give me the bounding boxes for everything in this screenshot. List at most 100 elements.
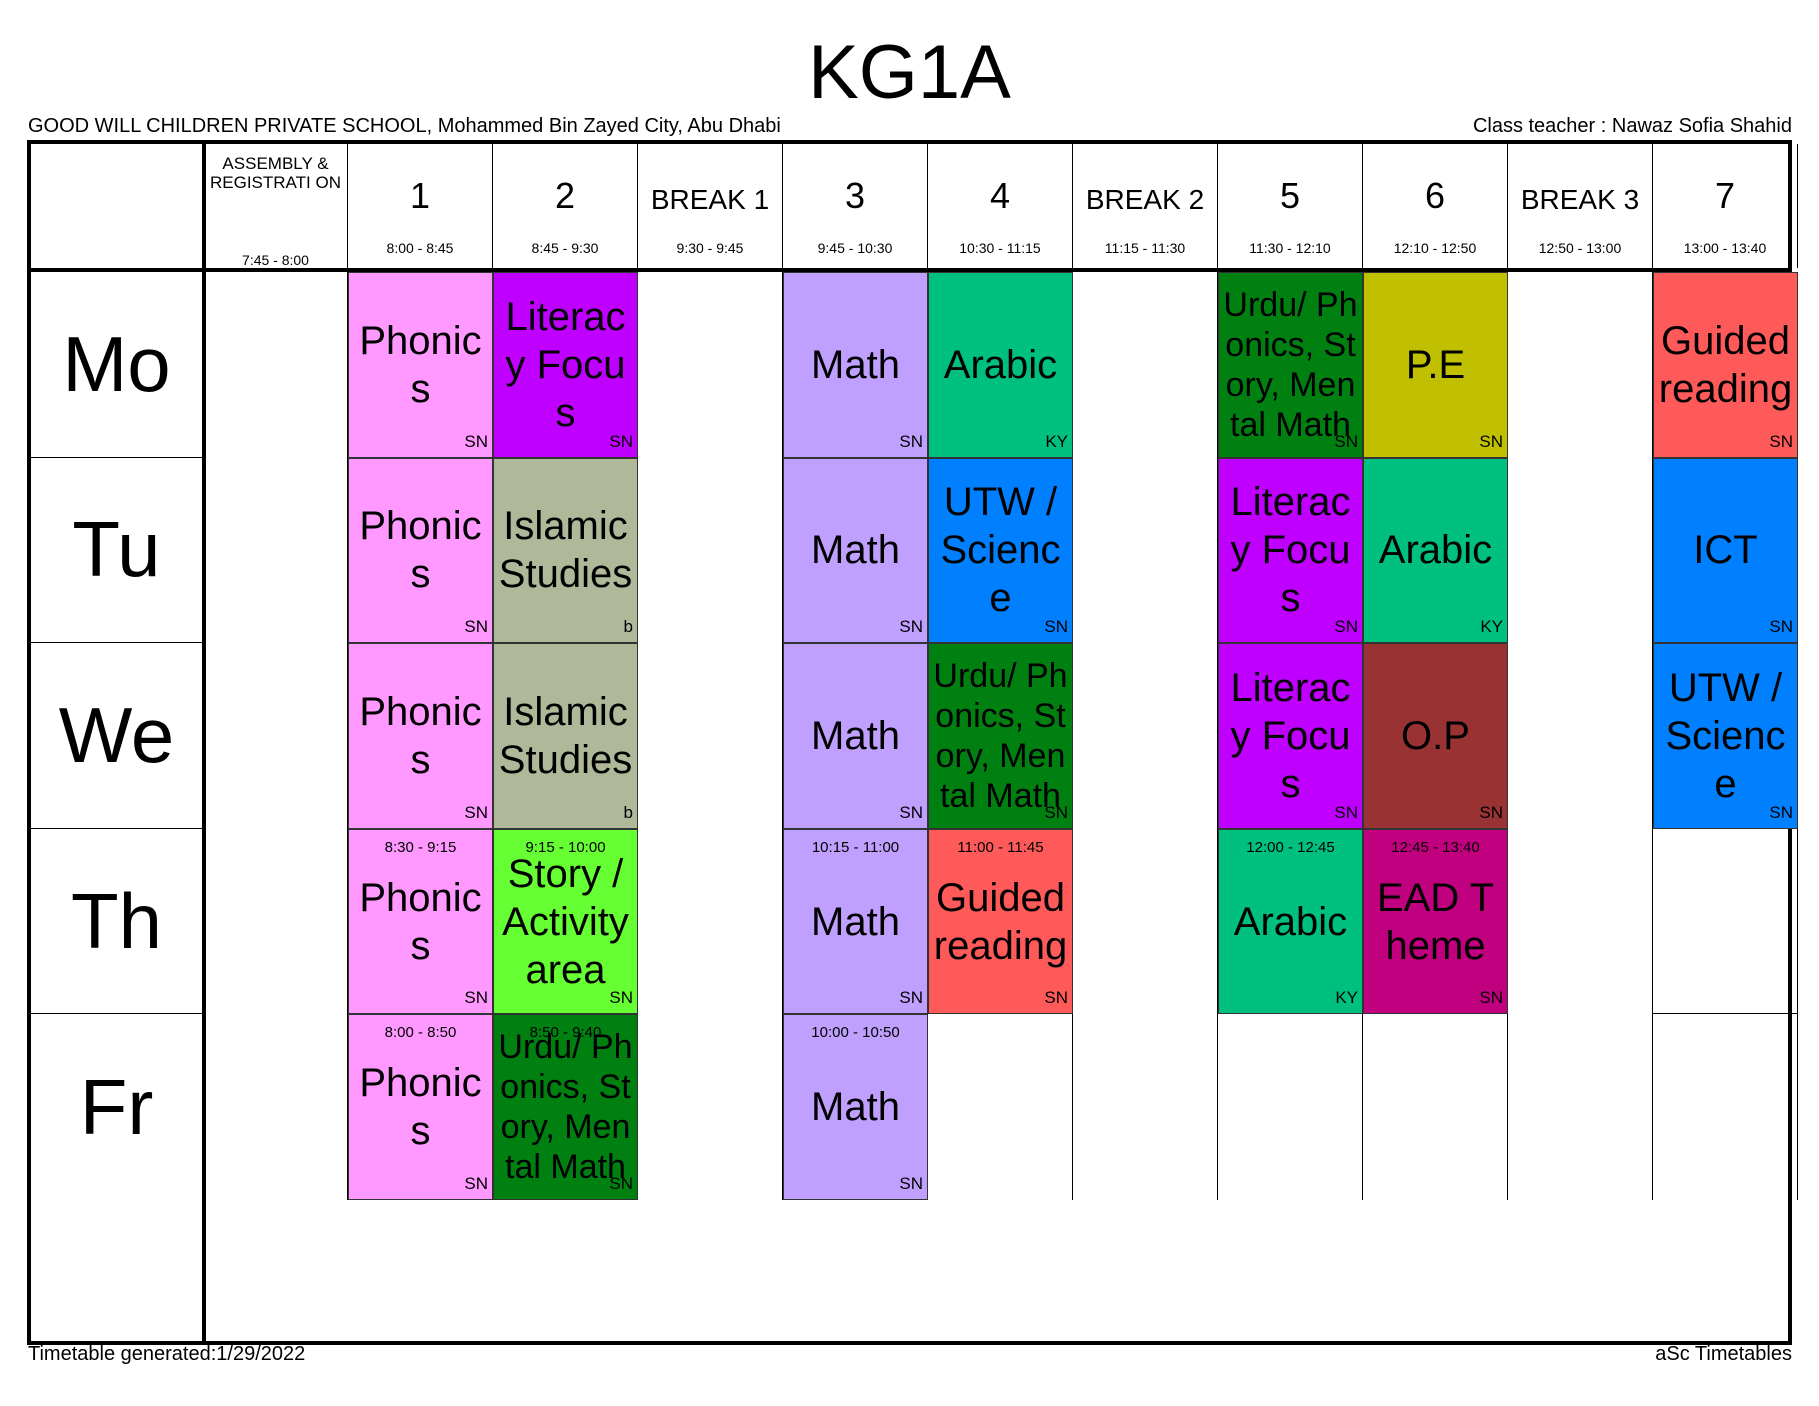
day-column-divider xyxy=(202,144,206,1341)
column-header-period-4: 4 10:30 - 11:15 xyxy=(928,144,1073,268)
lesson-card[interactable]: Islamic Studies b xyxy=(493,457,638,644)
empty-slot xyxy=(1073,643,1218,829)
lesson-teacher: SN xyxy=(1769,802,1793,822)
column-header-break-2: BREAK 2 11:15 - 11:30 xyxy=(1073,144,1218,268)
lesson-subject: Islamic Studies xyxy=(498,504,633,597)
column-time: 11:30 - 12:10 xyxy=(1249,240,1331,256)
column-header-assembly-registrati-on: ASSEMBLY & REGISTRATI ON 7:45 - 8:00 xyxy=(204,144,348,268)
lesson-subject: Arabic xyxy=(1233,899,1348,944)
lesson-teacher: SN xyxy=(464,988,488,1008)
column-label: 5 xyxy=(1279,175,1301,216)
lesson-subject: Phonics xyxy=(359,689,482,782)
lesson-teacher: SN xyxy=(609,988,633,1008)
lesson-card[interactable]: 11:00 - 11:45 Guided reading SN xyxy=(928,828,1073,1015)
lesson-teacher: KY xyxy=(1480,617,1503,637)
lesson-teacher: SN xyxy=(1334,617,1358,637)
empty-slot xyxy=(638,1014,783,1200)
lesson-subject: UTW / Science xyxy=(1665,665,1786,806)
lesson-card[interactable]: Phonics SN xyxy=(348,272,493,458)
column-time: 11:15 - 11:30 xyxy=(1104,240,1186,256)
lesson-subject: Phonics xyxy=(359,875,482,968)
lesson-card[interactable]: Islamic Studies b xyxy=(493,643,638,829)
lesson-teacher: SN xyxy=(1769,431,1793,451)
lesson-card[interactable]: Urdu/ Phonics, Story, Mental Math SN xyxy=(1218,272,1363,458)
empty-slot xyxy=(1508,457,1653,644)
lesson-card[interactable]: Math SN xyxy=(783,457,928,644)
lesson-subject: Math xyxy=(811,713,900,758)
lesson-card[interactable]: Literacy Focus SN xyxy=(493,272,638,458)
empty-slot xyxy=(1363,1014,1508,1200)
day-label-fr: Fr xyxy=(79,1062,154,1151)
empty-slot xyxy=(1508,272,1653,458)
lesson-card[interactable]: UTW / Science SN xyxy=(928,457,1073,644)
lesson-teacher: SN xyxy=(464,802,488,822)
lesson-subject: Phonics xyxy=(359,504,482,597)
lesson-time: 11:00 - 11:45 xyxy=(957,838,1044,856)
lesson-card[interactable]: 9:15 - 10:00 Story / Activity area SN xyxy=(493,828,638,1015)
column-label: BREAK 3 xyxy=(1520,184,1640,215)
lesson-teacher: KY xyxy=(1335,988,1358,1008)
lesson-card[interactable]: Phonics SN xyxy=(348,457,493,644)
lesson-subject: Arabic xyxy=(1378,528,1493,573)
lesson-teacher: SN xyxy=(609,1173,633,1193)
lesson-subject: UTW / Science xyxy=(940,480,1061,621)
lesson-teacher: SN xyxy=(899,802,923,822)
column-time: 8:00 - 8:45 xyxy=(386,240,454,256)
lesson-teacher: SN xyxy=(899,988,923,1008)
lesson-card[interactable]: Phonics SN xyxy=(348,643,493,829)
empty-slot xyxy=(638,643,783,829)
lesson-card[interactable]: Literacy Focus SN xyxy=(1218,643,1363,829)
lesson-subject: Literacy Focus xyxy=(505,294,626,435)
empty-slot xyxy=(638,272,783,458)
lesson-teacher: SN xyxy=(464,431,488,451)
column-time: 10:30 - 11:15 xyxy=(959,240,1041,256)
lesson-time: 10:15 - 11:00 xyxy=(811,838,900,856)
lesson-subject: Urdu/ Phonics, Story, Mental Math xyxy=(1223,285,1358,444)
lesson-teacher: SN xyxy=(464,617,488,637)
column-time: 13:00 - 13:40 xyxy=(1683,240,1767,256)
lesson-subject: EAD Theme xyxy=(1376,875,1495,968)
lesson-card[interactable]: 10:00 - 10:50 Math SN xyxy=(783,1014,928,1200)
column-label: 1 xyxy=(409,175,431,216)
column-time: 12:10 - 12:50 xyxy=(1393,240,1477,256)
lesson-card[interactable]: UTW / Science SN xyxy=(1653,643,1798,829)
lesson-card[interactable]: O.P SN xyxy=(1363,643,1508,829)
lesson-card[interactable]: ICT SN xyxy=(1653,457,1798,644)
lesson-card[interactable]: Math SN xyxy=(783,272,928,458)
lesson-card[interactable]: 12:00 - 12:45 Arabic KY xyxy=(1218,828,1363,1015)
lesson-card[interactable]: 8:50 - 9:40 Urdu/ Phonics, Story, Mental … xyxy=(493,1014,638,1200)
empty-slot xyxy=(1508,828,1653,1015)
lesson-time: 12:45 - 13:40 xyxy=(1391,838,1480,856)
lesson-subject: Math xyxy=(811,1085,900,1130)
column-header-break-3: BREAK 3 12:50 - 13:00 xyxy=(1508,144,1653,268)
lesson-card[interactable]: 10:15 - 11:00 Math SN xyxy=(783,828,928,1015)
lesson-card[interactable]: Guided reading SN xyxy=(1653,272,1798,458)
lesson-card[interactable]: P.E SN xyxy=(1363,272,1508,458)
lesson-card[interactable]: Math SN xyxy=(783,643,928,829)
column-label: BREAK 2 xyxy=(1085,184,1205,215)
empty-slot xyxy=(1073,828,1218,1015)
lesson-card[interactable]: 8:00 - 8:50 Phonics SN xyxy=(348,1014,493,1200)
lesson-subject: Guided reading xyxy=(1658,318,1793,411)
column-label: 2 xyxy=(554,175,576,216)
lesson-card[interactable]: Arabic KY xyxy=(1363,457,1508,644)
lesson-subject: P.E xyxy=(1405,342,1466,387)
lesson-card[interactable]: Arabic KY xyxy=(928,272,1073,458)
assembly-slot xyxy=(204,643,348,829)
column-time: 7:45 - 8:00 xyxy=(242,252,309,268)
lesson-teacher: SN xyxy=(1479,431,1503,451)
lesson-card[interactable]: Urdu/ Phonics, Story, Mental Math SN xyxy=(928,643,1073,829)
lesson-subject: Arabic xyxy=(943,342,1058,387)
lesson-card[interactable]: Literacy Focus SN xyxy=(1218,457,1363,644)
lesson-subject: Story / Activity area xyxy=(502,851,629,992)
generated-date: Timetable generated:1/29/2022 xyxy=(28,1343,306,1365)
empty-slot xyxy=(638,828,783,1015)
lesson-subject: Guided reading xyxy=(933,875,1068,968)
lesson-card[interactable]: 8:30 - 9:15 Phonics SN xyxy=(348,828,493,1015)
column-header-period-6: 6 12:10 - 12:50 xyxy=(1363,144,1508,268)
lesson-card[interactable]: 12:45 - 13:40 EAD Theme SN xyxy=(1363,828,1508,1015)
lesson-subject: Islamic Studies xyxy=(498,689,633,782)
column-label: BREAK 1 xyxy=(650,184,770,215)
lesson-time: 8:50 - 9:40 xyxy=(529,1024,602,1042)
class-title: KG1A xyxy=(808,30,1011,115)
